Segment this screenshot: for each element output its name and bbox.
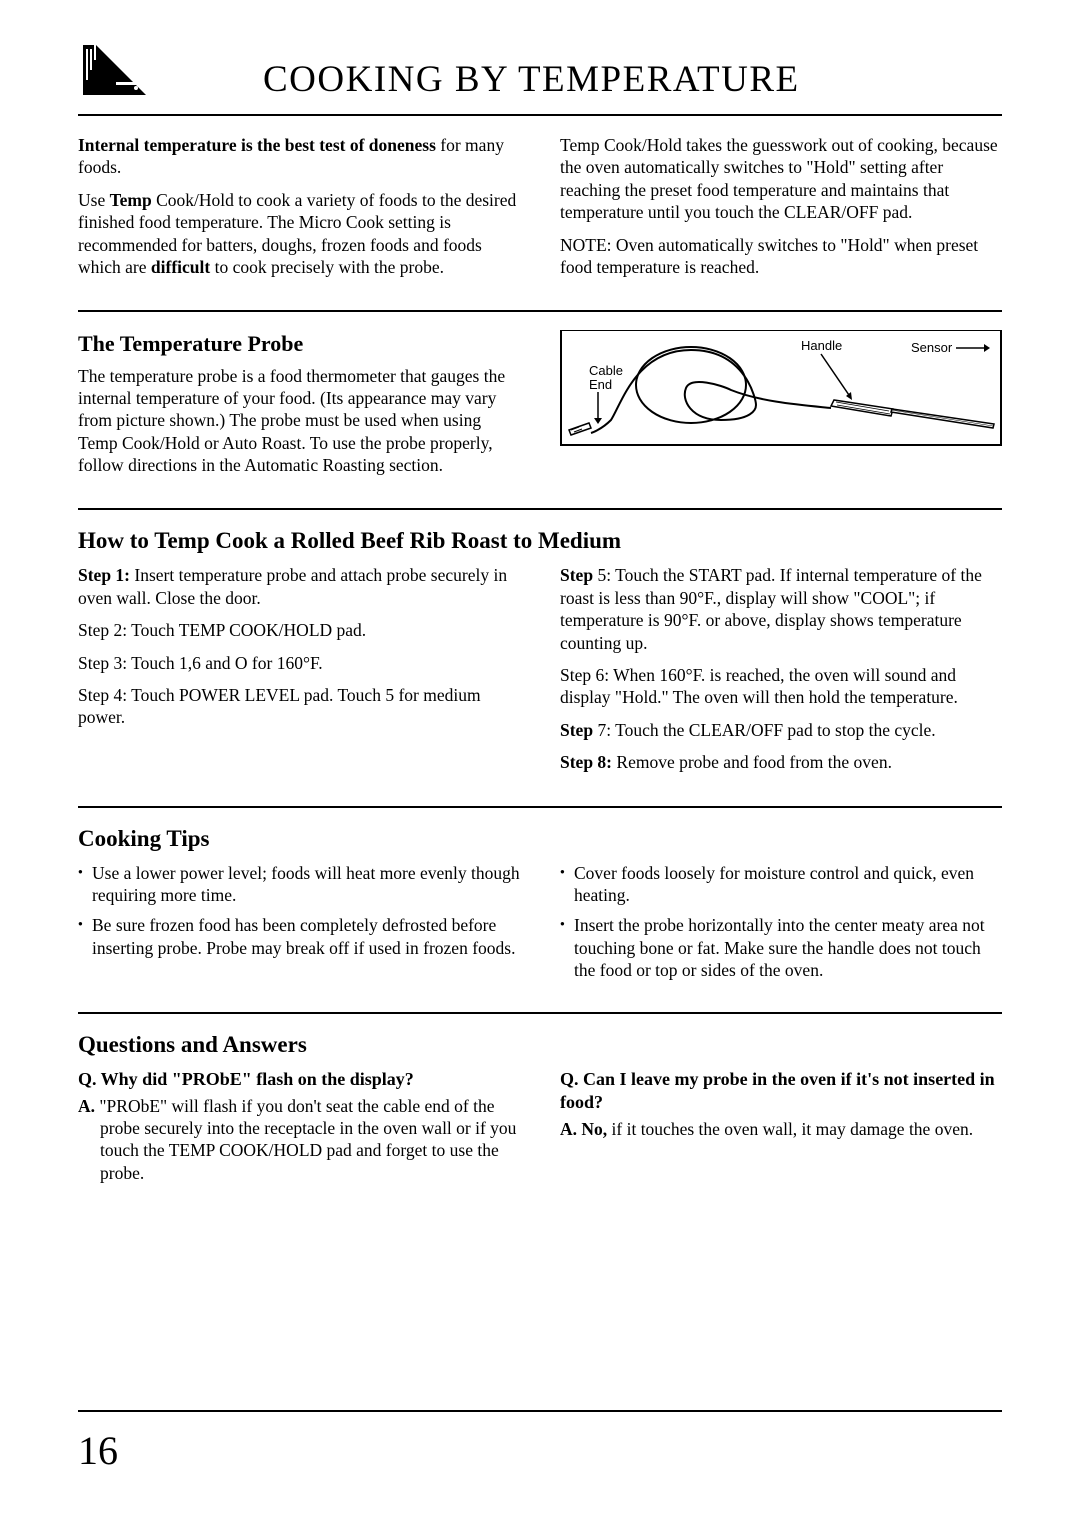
tips-section: Use a lower power level; foods will heat… bbox=[78, 862, 1002, 990]
probe-body: The temperature probe is a food thermome… bbox=[78, 365, 520, 477]
qa-left: Q. Why did "PRObE" flash on the display?… bbox=[78, 1068, 520, 1185]
qa-answer: A. "PRObE" will flash if you don't seat … bbox=[78, 1095, 520, 1185]
intro-section: Internal temperature is the best test of… bbox=[78, 134, 1002, 288]
intro-p1: Internal temperature is the best test of… bbox=[78, 134, 520, 179]
howto-s8: Step 8: Remove probe and food from the o… bbox=[560, 751, 1002, 773]
howto-s4: Step 4: Touch POWER LEVEL pad. Touch 5 f… bbox=[78, 684, 520, 729]
howto-left: Step 1: Insert temperature probe and att… bbox=[78, 564, 520, 783]
probe-left: The Temperature Probe The temperature pr… bbox=[78, 330, 520, 486]
howto-section: Step 1: Insert temperature probe and att… bbox=[78, 564, 1002, 783]
qa-question: Q. Can I leave my probe in the oven if i… bbox=[560, 1068, 1002, 1114]
label-sensor: Sensor bbox=[911, 340, 953, 355]
qa-question: Q. Why did "PRObE" flash on the display? bbox=[78, 1068, 520, 1091]
intro-right: Temp Cook/Hold takes the guesswork out o… bbox=[560, 134, 1002, 288]
rule-bottom bbox=[78, 1410, 1002, 1412]
rule-2 bbox=[78, 508, 1002, 510]
page-title: COOKING BY TEMPERATURE bbox=[263, 58, 800, 101]
tip-item: Use a lower power level; foods will heat… bbox=[78, 862, 520, 907]
tip-item: Cover foods loosely for moisture control… bbox=[560, 862, 1002, 907]
rule-3 bbox=[78, 806, 1002, 808]
intro-right-p1: Temp Cook/Hold takes the guesswork out o… bbox=[560, 134, 1002, 224]
probe-section: The Temperature Probe The temperature pr… bbox=[78, 330, 1002, 486]
howto-title: How to Temp Cook a Rolled Beef Rib Roast… bbox=[78, 528, 1002, 554]
howto-s5: Step 5: Touch the START pad. If internal… bbox=[560, 564, 1002, 654]
rule-1 bbox=[78, 310, 1002, 312]
tips-right: Cover foods loosely for moisture control… bbox=[560, 862, 1002, 990]
label-cable-end: CableEnd bbox=[589, 363, 623, 392]
howto-s1: Step 1: Insert temperature probe and att… bbox=[78, 564, 520, 609]
howto-s6: Step 6: When 160°F. is reached, the oven… bbox=[560, 664, 1002, 709]
intro-p1-bold: Internal temperature is the best test of… bbox=[78, 135, 436, 155]
thermometer-icon bbox=[78, 40, 148, 110]
document-page: COOKING BY TEMPERATURE Internal temperat… bbox=[0, 0, 1080, 1224]
howto-right: Step 5: Touch the START pad. If internal… bbox=[560, 564, 1002, 783]
probe-diagram-col: CableEnd Handle Sensor bbox=[560, 330, 1002, 486]
qa-answer: A. No, if it touches the oven wall, it m… bbox=[560, 1118, 1002, 1140]
tips-title: Cooking Tips bbox=[78, 826, 1002, 852]
qa-title: Questions and Answers bbox=[78, 1032, 1002, 1058]
label-handle: Handle bbox=[801, 338, 842, 353]
qa-right: Q. Can I leave my probe in the oven if i… bbox=[560, 1068, 1002, 1185]
rule-4 bbox=[78, 1012, 1002, 1014]
header-row: COOKING BY TEMPERATURE bbox=[78, 40, 1002, 110]
howto-s7: Step 7: Touch the CLEAR/OFF pad to stop … bbox=[560, 719, 1002, 741]
page-number: 16 bbox=[78, 1427, 118, 1474]
tip-item: Be sure frozen food has been completely … bbox=[78, 914, 520, 959]
rule-top bbox=[78, 114, 1002, 116]
probe-diagram: CableEnd Handle Sensor bbox=[560, 330, 1002, 460]
probe-title: The Temperature Probe bbox=[78, 330, 520, 358]
intro-left: Internal temperature is the best test of… bbox=[78, 134, 520, 288]
intro-right-p2: NOTE: Oven automatically switches to "Ho… bbox=[560, 234, 1002, 279]
qa-section: Q. Why did "PRObE" flash on the display?… bbox=[78, 1068, 1002, 1185]
intro-p2: Use Temp Cook/Hold to cook a variety of … bbox=[78, 189, 520, 279]
howto-s2: Step 2: Touch TEMP COOK/HOLD pad. bbox=[78, 619, 520, 641]
howto-s3: Step 3: Touch 1,6 and O for 160°F. bbox=[78, 652, 520, 674]
tip-item: Insert the probe horizontally into the c… bbox=[560, 914, 1002, 981]
tips-left: Use a lower power level; foods will heat… bbox=[78, 862, 520, 990]
